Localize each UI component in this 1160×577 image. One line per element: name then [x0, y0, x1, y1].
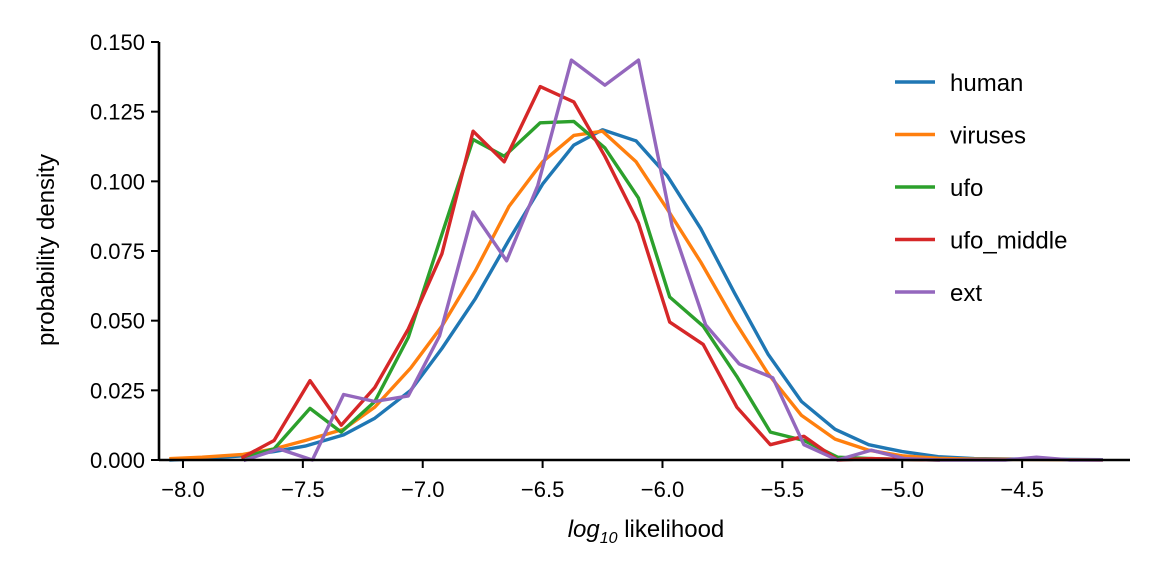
y-tick-label: 0.100	[90, 169, 145, 194]
x-tick-label: −7.5	[281, 477, 324, 502]
x-tick-label: −5.5	[761, 477, 804, 502]
legend-label-ufo-middle: ufo_middle	[950, 228, 1067, 255]
x-tick-label: −4.5	[1000, 477, 1043, 502]
series-line-human	[169, 128, 1103, 462]
legend-label-ufo: ufo	[950, 175, 983, 202]
legend-label-viruses: viruses	[950, 123, 1026, 150]
legend-label-human: human	[950, 70, 1023, 97]
ticks: −8.0 −7.5 −7.0 −6.5 −6.0 −5.5 −5.0 −4.5 0.000 0.0…	[90, 30, 1044, 502]
series-line-ext	[243, 58, 1103, 463]
x-tick-label: −8.0	[161, 477, 204, 502]
y-tick-label: 0.000	[90, 448, 145, 473]
x-tick-label: −6.5	[521, 477, 564, 502]
x-axis-label: log10 likelihood	[568, 516, 725, 547]
y-tick-label: 0.150	[90, 30, 145, 55]
plot-area	[169, 58, 1103, 463]
y-tick-label: 0.025	[90, 378, 145, 403]
series-line-ufo-middle	[240, 84, 940, 462]
y-tick-label: 0.050	[90, 309, 145, 334]
y-tick-label: 0.125	[90, 100, 145, 125]
y-axis-label: probability density	[33, 154, 60, 346]
x-tick-label: −5.0	[881, 477, 924, 502]
legend-label-ext: ext	[950, 280, 982, 307]
x-tick-label: −7.0	[401, 477, 444, 502]
x-tick-label: −6.0	[641, 477, 684, 502]
y-tick-label: 0.075	[90, 239, 145, 264]
series-line-ufo	[240, 119, 940, 462]
